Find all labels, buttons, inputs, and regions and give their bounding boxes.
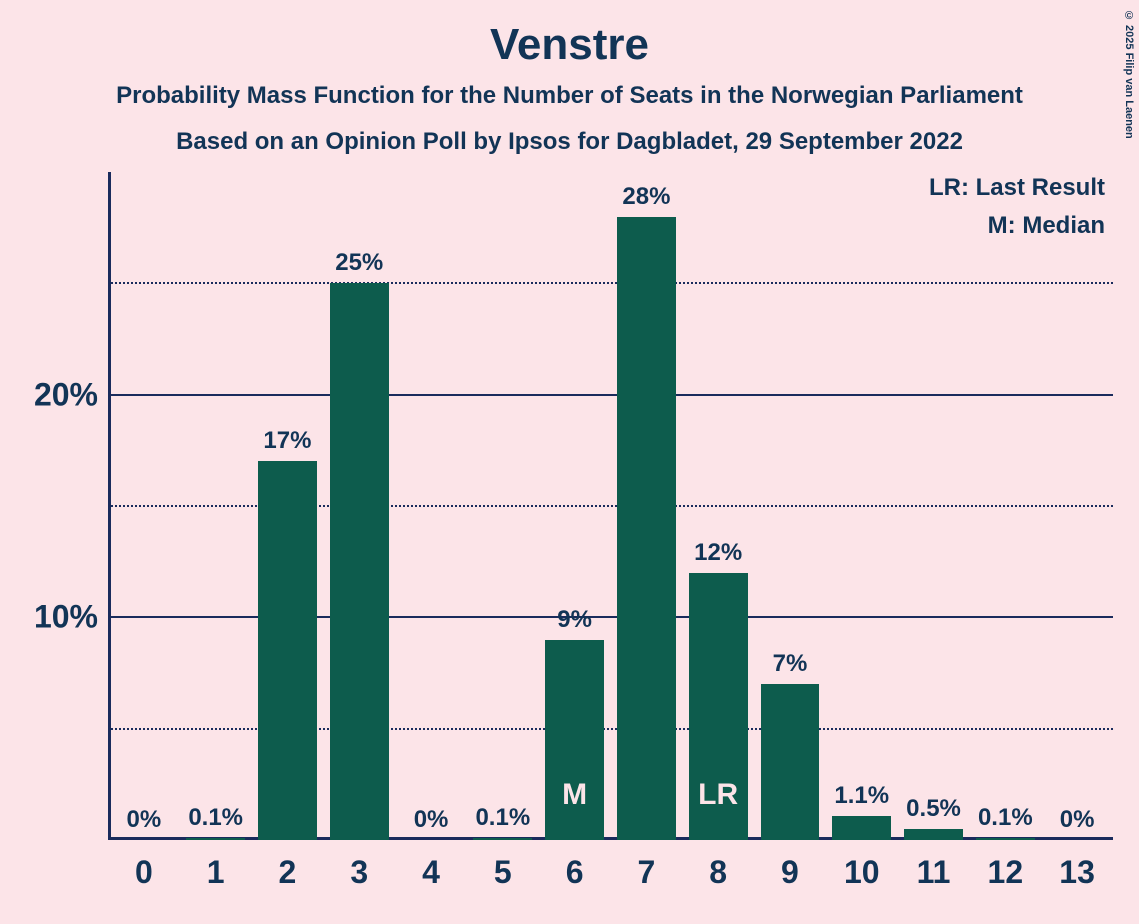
x-tick-label: 2 — [279, 854, 297, 891]
bar — [976, 838, 1035, 840]
x-tick-label: 7 — [637, 854, 655, 891]
x-tick-label: 12 — [988, 854, 1024, 891]
bar-value-label: 7% — [773, 650, 808, 678]
legend-median: M: Median — [988, 212, 1105, 240]
chart-container: © 2025 Filip van Laenen Venstre Probabil… — [0, 0, 1139, 924]
gridline-minor — [108, 282, 1113, 284]
bar — [186, 838, 245, 840]
bar-value-label: 0.1% — [188, 804, 243, 832]
bar-value-label: 0% — [127, 806, 162, 834]
chart-title: Venstre — [0, 20, 1139, 70]
bar-value-label: 0.5% — [906, 795, 961, 823]
y-tick-label: 20% — [34, 376, 98, 413]
bar-value-label: 12% — [694, 539, 742, 567]
bar — [258, 461, 317, 840]
bar-value-label: 28% — [622, 183, 670, 211]
bar-value-label: 17% — [263, 427, 311, 455]
chart-subtitle-2: Based on an Opinion Poll by Ipsos for Da… — [0, 128, 1139, 156]
bar-value-label: 0% — [414, 806, 449, 834]
bar — [473, 838, 532, 840]
x-tick-label: 4 — [422, 854, 440, 891]
gridline-major — [108, 394, 1113, 396]
last-result-marker: LR — [698, 778, 738, 812]
x-tick-label: 3 — [350, 854, 368, 891]
legend-last-result: LR: Last Result — [929, 174, 1105, 202]
bar — [330, 283, 389, 840]
x-tick-label: 13 — [1059, 854, 1095, 891]
bar — [617, 217, 676, 840]
x-tick-label: 10 — [844, 854, 880, 891]
bar — [904, 829, 963, 840]
bar-value-label: 0.1% — [978, 804, 1033, 832]
bar-value-label: 9% — [557, 606, 592, 634]
x-tick-label: 5 — [494, 854, 512, 891]
bar-value-label: 0% — [1060, 806, 1095, 834]
x-tick-label: 8 — [709, 854, 727, 891]
x-tick-label: 9 — [781, 854, 799, 891]
chart-subtitle-1: Probability Mass Function for the Number… — [0, 82, 1139, 110]
bar — [761, 684, 820, 840]
x-tick-label: 11 — [917, 854, 951, 891]
plot-area: 0% 0.1% 17% 25% 0% 0.1% 9% 28% 12% 7% 1.1% 0.5% 0.1%… — [108, 172, 1113, 840]
x-tick-label: 6 — [566, 854, 584, 891]
y-tick-label: 10% — [34, 599, 98, 636]
x-tick-label: 0 — [135, 854, 153, 891]
bar-value-label: 1.1% — [834, 782, 889, 810]
bar — [832, 816, 891, 840]
bar-value-label: 0.1% — [475, 804, 530, 832]
bar-value-label: 25% — [335, 249, 383, 277]
median-marker: M — [562, 778, 587, 812]
x-tick-label: 1 — [207, 854, 225, 891]
